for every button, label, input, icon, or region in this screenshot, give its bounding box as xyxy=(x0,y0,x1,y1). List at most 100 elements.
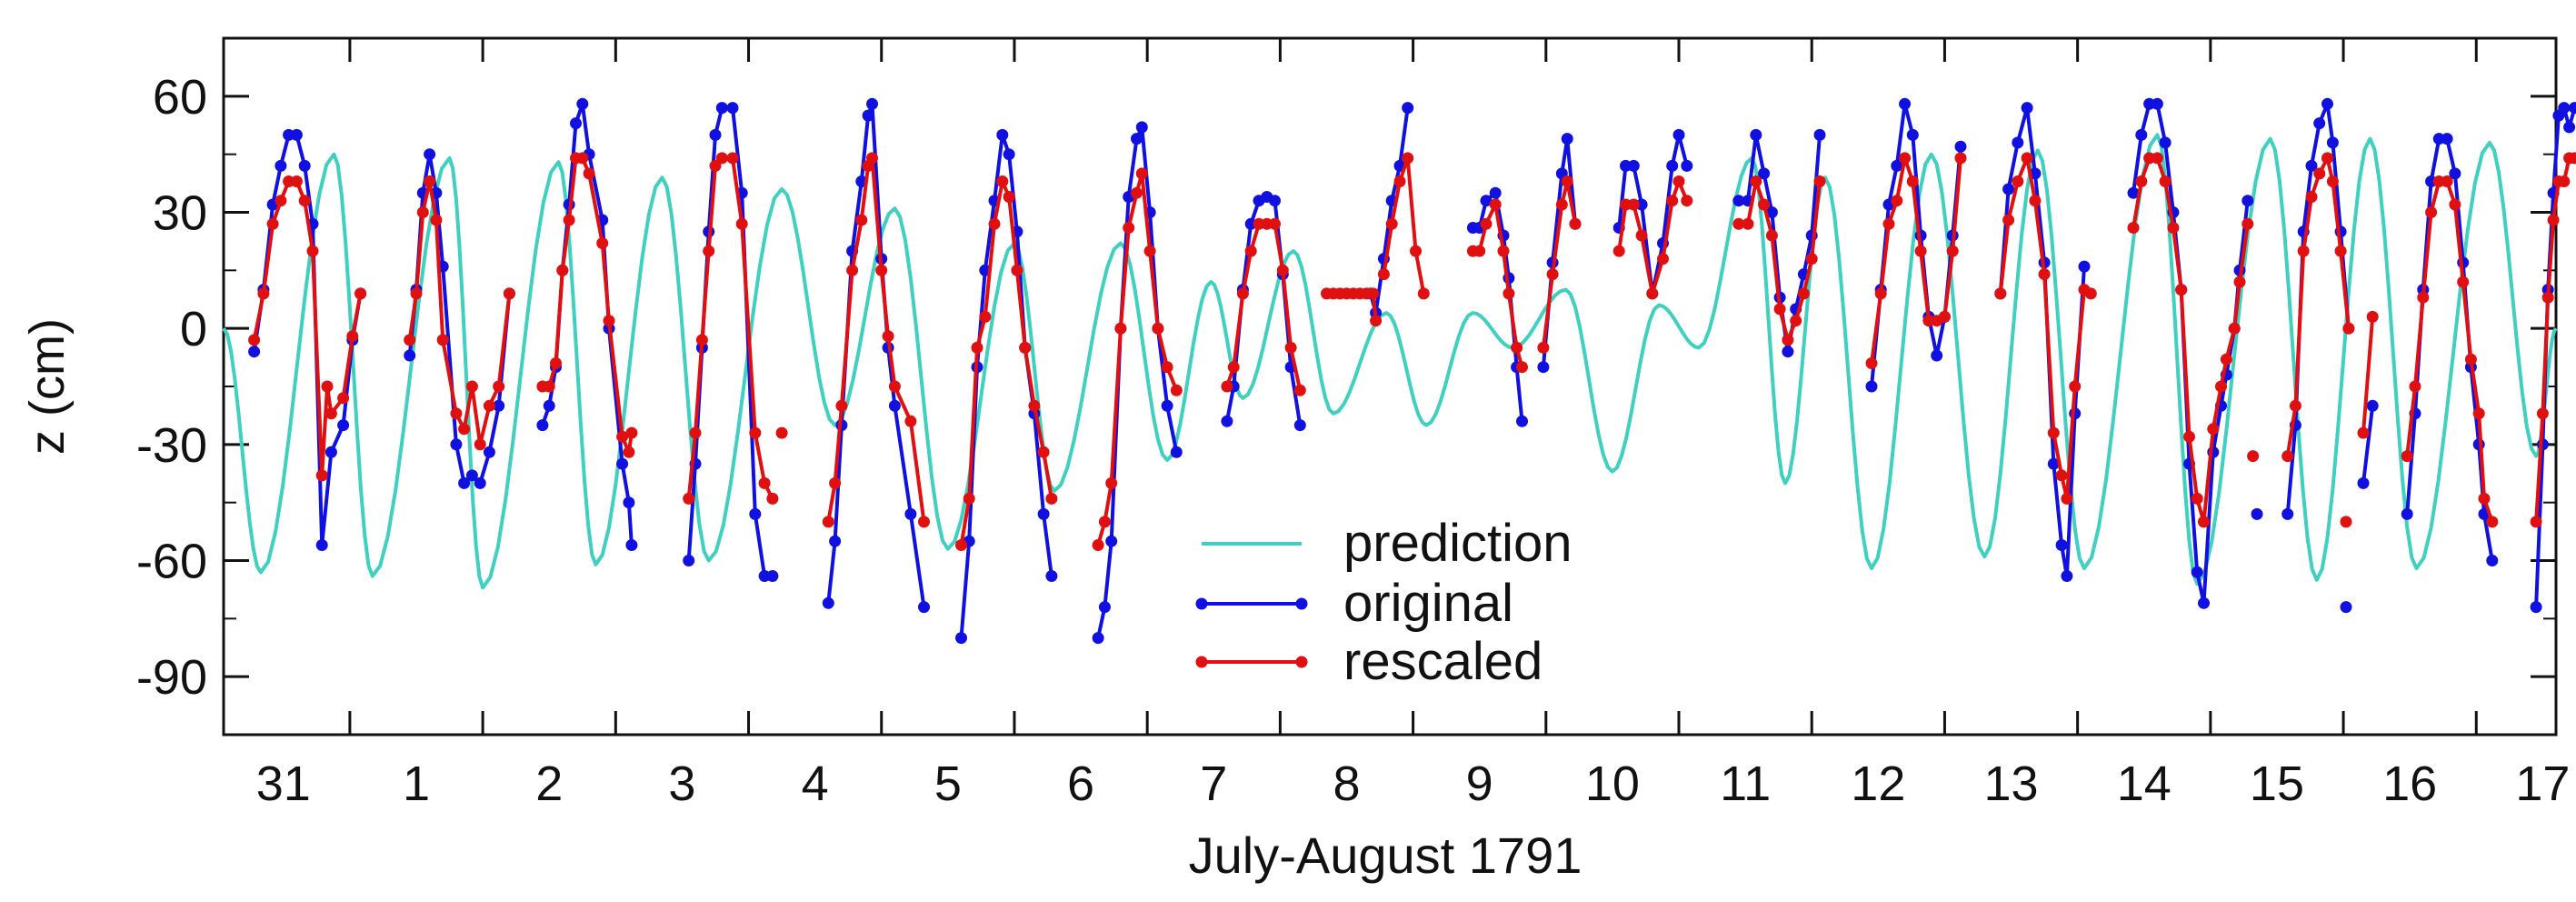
original-point xyxy=(1161,399,1173,412)
rescaled-point xyxy=(1123,222,1135,234)
rescaled-point xyxy=(2417,291,2430,304)
rescaled-point xyxy=(248,334,261,346)
rescaled-point xyxy=(1635,229,1648,242)
original-point xyxy=(862,109,874,122)
original-point xyxy=(822,596,834,609)
original-point xyxy=(715,102,728,115)
rescaled-point xyxy=(726,152,739,165)
original-point xyxy=(1489,186,1502,199)
rescaled-point xyxy=(556,264,569,276)
rescaled-point xyxy=(2289,399,2301,412)
y-tick-label: 0 xyxy=(180,302,207,356)
rescaled-point xyxy=(616,430,629,443)
rescaled-point xyxy=(2547,214,2560,226)
original-point xyxy=(2047,457,2060,470)
rescaled-point xyxy=(2002,214,2015,226)
rescaled-point xyxy=(683,492,695,505)
rescaled-point xyxy=(346,330,359,343)
rescaled-point xyxy=(1511,341,1523,354)
rescaled-point xyxy=(2247,450,2260,463)
rescaled-point xyxy=(2127,222,2140,234)
original-point xyxy=(1221,415,1233,427)
rescaled-point xyxy=(766,492,779,505)
rescaled-point xyxy=(866,152,878,165)
rescaled-point xyxy=(623,446,635,458)
original-point xyxy=(1782,346,1794,358)
rescaled-point xyxy=(2061,492,2073,505)
rescaled-point xyxy=(1555,198,1568,211)
rescaled-line xyxy=(959,179,1053,546)
x-tick-label: 1 xyxy=(403,757,430,811)
rescaled-point xyxy=(1402,152,1414,165)
rescaled-point xyxy=(1874,287,1887,300)
prediction-line xyxy=(222,133,2558,590)
legend-marker-original xyxy=(1195,597,1208,610)
rescaled-point xyxy=(583,167,595,180)
original-line xyxy=(2361,406,2375,484)
rescaled-point xyxy=(450,407,463,420)
rescaled-point xyxy=(2409,380,2421,393)
rescaled-point xyxy=(2038,268,2051,281)
rescaled-point xyxy=(354,287,367,300)
original-point xyxy=(2340,601,2352,614)
x-tick-label: 9 xyxy=(1466,757,1493,811)
rescaled-point xyxy=(1914,245,1927,257)
original-point xyxy=(2558,102,2571,115)
rescaled-point xyxy=(266,217,279,230)
rescaled-point xyxy=(474,438,486,451)
rescaled-point xyxy=(1994,287,2007,300)
rescaled-point xyxy=(1489,198,1502,211)
rescaled-point xyxy=(1037,446,1050,458)
rescaled-point xyxy=(1773,303,1786,316)
rescaled-point xyxy=(1546,268,1559,281)
rescaled-point xyxy=(1899,152,1912,165)
rescaled-point xyxy=(2449,198,2461,211)
original-point xyxy=(1758,167,1771,180)
original-point xyxy=(1098,601,1111,614)
rescaled-point xyxy=(2069,380,2082,393)
rescaled-point xyxy=(1385,217,1398,230)
rescaled-point xyxy=(2233,276,2246,288)
original-point xyxy=(683,555,695,566)
y-axis-label: z (cm) xyxy=(20,318,75,455)
rescaled-point xyxy=(2305,191,2318,203)
x-tick-label: 11 xyxy=(1720,757,1771,811)
original-point xyxy=(918,601,930,614)
legend-marker-original xyxy=(1295,597,1308,610)
original-line xyxy=(1617,133,1689,296)
rescaled-point xyxy=(1497,245,1510,257)
rescaled-point xyxy=(275,195,287,207)
y-tick-label: -30 xyxy=(136,418,207,473)
rescaled-point xyxy=(298,195,311,207)
original-point xyxy=(2366,399,2379,412)
rescaled-point xyxy=(1742,217,1754,230)
original-point xyxy=(616,457,629,470)
rescaled-point xyxy=(2167,222,2180,234)
original-point xyxy=(2061,570,2073,582)
rescaled-point xyxy=(1227,361,1240,374)
rescaled-point xyxy=(1114,322,1127,335)
original-point xyxy=(458,476,471,489)
rescaled-point xyxy=(758,476,771,489)
rescaled-point xyxy=(703,245,715,257)
original-point xyxy=(2251,507,2263,520)
rescaled-point xyxy=(2441,175,2453,187)
rescaled-point xyxy=(2191,492,2203,505)
rescaled-point xyxy=(1946,245,1959,257)
rescaled-point xyxy=(1569,217,1582,230)
rescaled-point xyxy=(596,237,609,249)
rescaled-point xyxy=(1865,357,1878,369)
rescaled-point xyxy=(2342,322,2355,335)
original-point xyxy=(866,97,878,110)
rescaled-point xyxy=(2021,152,2033,165)
rescaled-point xyxy=(1672,175,1685,187)
rescaled-point xyxy=(1503,287,1515,300)
rescaled-point xyxy=(2357,426,2370,439)
original-point xyxy=(2191,566,2203,578)
y-ticks: 60 30 0 -30 -60 -90 xyxy=(136,37,2556,736)
rescaled-point xyxy=(550,357,562,369)
original-point xyxy=(450,438,463,451)
original-point xyxy=(955,632,967,645)
rescaled-point xyxy=(1561,175,1573,187)
rescaled-point xyxy=(1152,322,1164,335)
